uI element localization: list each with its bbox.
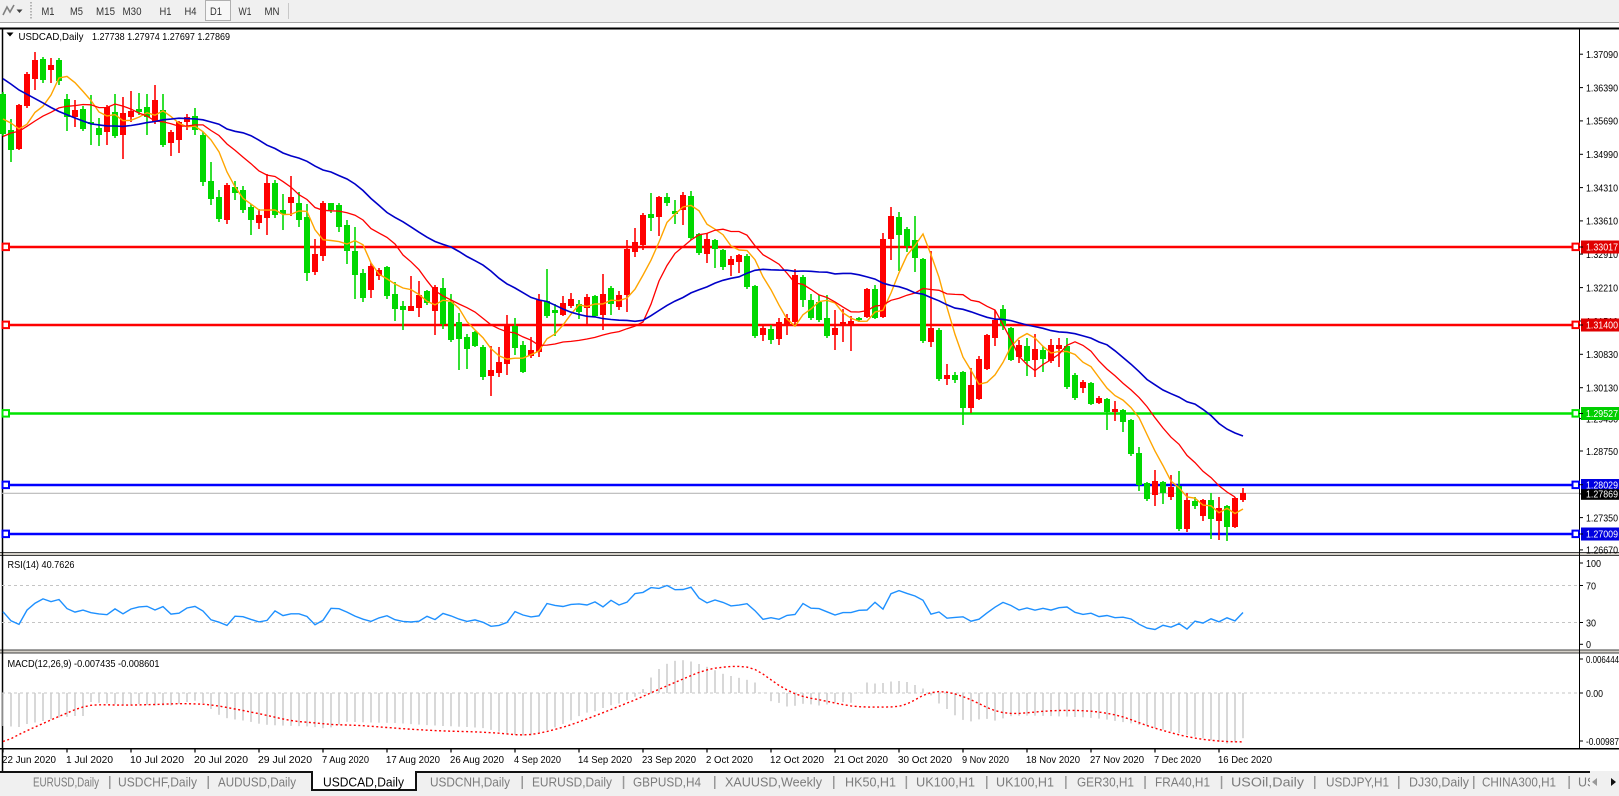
svg-text:14 Sep 2020: 14 Sep 2020 — [578, 754, 632, 766]
svg-text:16 Dec 2020: 16 Dec 2020 — [1218, 754, 1272, 766]
svg-text:1.34990: 1.34990 — [1586, 149, 1618, 161]
svg-text:70: 70 — [1586, 580, 1596, 592]
svg-text:0.006444: 0.006444 — [1586, 654, 1619, 666]
svg-text:CHINA300,H1: CHINA300,H1 — [1482, 776, 1556, 790]
svg-text:4 Sep 2020: 4 Sep 2020 — [514, 754, 561, 766]
svg-text:1.32210: 1.32210 — [1586, 282, 1618, 294]
svg-text:M30: M30 — [123, 6, 142, 18]
svg-text:USDJPY,H1: USDJPY,H1 — [1326, 776, 1389, 790]
svg-text:30 Oct 2020: 30 Oct 2020 — [898, 754, 952, 766]
svg-text:1.26670: 1.26670 — [1586, 545, 1618, 557]
svg-text:M1: M1 — [42, 6, 55, 18]
svg-text:UK100,H1: UK100,H1 — [996, 776, 1054, 790]
svg-text:EURUSD,Daily: EURUSD,Daily — [532, 776, 613, 790]
svg-text:12 Oct 2020: 12 Oct 2020 — [770, 754, 824, 766]
svg-text:W1: W1 — [239, 6, 252, 18]
svg-text:1.36390: 1.36390 — [1586, 82, 1618, 94]
svg-text:10 Jul 2020: 10 Jul 2020 — [130, 754, 184, 766]
svg-text:D1: D1 — [210, 6, 222, 18]
svg-text:0: 0 — [1586, 639, 1591, 651]
svg-text:1.30130: 1.30130 — [1586, 383, 1618, 395]
svg-text:21 Oct 2020: 21 Oct 2020 — [834, 754, 888, 766]
svg-text:M15: M15 — [96, 6, 115, 18]
svg-text:1.27738 1.27974 1.27697 1.2786: 1.27738 1.27974 1.27697 1.27869 — [92, 31, 230, 43]
svg-text:AUDUSD,Daily: AUDUSD,Daily — [218, 776, 297, 790]
svg-text:1.35690: 1.35690 — [1586, 116, 1618, 128]
svg-text:DJ30,Daily: DJ30,Daily — [1409, 776, 1470, 790]
svg-text:1.30830: 1.30830 — [1586, 349, 1618, 361]
svg-text:1.37090: 1.37090 — [1586, 49, 1618, 61]
svg-text:1.27869: 1.27869 — [1586, 489, 1618, 501]
svg-text:GER30,H1: GER30,H1 — [1077, 776, 1134, 790]
svg-text:1.33017: 1.33017 — [1586, 242, 1618, 254]
svg-text:2 Oct 2020: 2 Oct 2020 — [706, 754, 753, 766]
svg-text:22 Jun 2020: 22 Jun 2020 — [2, 754, 56, 766]
svg-text:FRA40,H1: FRA40,H1 — [1155, 776, 1210, 790]
svg-text:30: 30 — [1586, 617, 1596, 629]
svg-text:9 Nov 2020: 9 Nov 2020 — [962, 754, 1009, 766]
svg-text:1.34310: 1.34310 — [1586, 182, 1618, 194]
svg-text:1.28029: 1.28029 — [1586, 479, 1618, 491]
svg-text:MACD(12,26,9) -0.007435 -0.008: MACD(12,26,9) -0.007435 -0.008601 — [8, 658, 160, 670]
svg-text:7 Dec 2020: 7 Dec 2020 — [1154, 754, 1201, 766]
svg-text:H1: H1 — [160, 6, 172, 18]
svg-text:USDCAD,Daily: USDCAD,Daily — [19, 31, 85, 43]
svg-text:MN: MN — [265, 6, 280, 18]
svg-text:1 Jul 2020: 1 Jul 2020 — [66, 754, 113, 766]
svg-text:XAUUSD,Weekly: XAUUSD,Weekly — [725, 776, 823, 790]
svg-text:-0.00987: -0.00987 — [1586, 736, 1619, 748]
svg-text:EURUSD,Daily: EURUSD,Daily — [33, 776, 100, 790]
svg-text:1.27350: 1.27350 — [1586, 512, 1618, 524]
svg-text:27 Nov 2020: 27 Nov 2020 — [1090, 754, 1144, 766]
svg-text:1.33610: 1.33610 — [1586, 216, 1618, 228]
svg-text:GBPUSD,H4: GBPUSD,H4 — [633, 776, 701, 790]
svg-text:HK50,H1: HK50,H1 — [845, 776, 896, 790]
svg-text:1.27009: 1.27009 — [1586, 529, 1618, 541]
svg-text:RSI(14) 40.7626: RSI(14) 40.7626 — [8, 559, 75, 571]
svg-text:USOil,Daily: USOil,Daily — [1231, 776, 1305, 790]
svg-text:23 Sep 2020: 23 Sep 2020 — [642, 754, 696, 766]
svg-text:17 Aug 2020: 17 Aug 2020 — [386, 754, 440, 766]
svg-text:H4: H4 — [185, 6, 197, 18]
svg-text:100: 100 — [1586, 558, 1601, 570]
svg-text:1.29527: 1.29527 — [1586, 408, 1618, 420]
svg-text:UK100,H1: UK100,H1 — [916, 776, 975, 790]
svg-text:20 Jul 2020: 20 Jul 2020 — [194, 754, 248, 766]
svg-text:USDCHF,Daily: USDCHF,Daily — [118, 776, 198, 790]
svg-text:1.28750: 1.28750 — [1586, 446, 1618, 458]
svg-text:USDCNH,Daily: USDCNH,Daily — [430, 776, 511, 790]
svg-text:7 Aug 2020: 7 Aug 2020 — [322, 754, 369, 766]
svg-text:0.00: 0.00 — [1586, 688, 1603, 700]
svg-text:M5: M5 — [70, 6, 83, 18]
svg-text:USDCAD,Daily: USDCAD,Daily — [323, 776, 405, 790]
svg-text:29 Jul 2020: 29 Jul 2020 — [258, 754, 312, 766]
svg-text:1.31400: 1.31400 — [1586, 320, 1618, 332]
svg-text:26 Aug 2020: 26 Aug 2020 — [450, 754, 504, 766]
svg-text:18 Nov 2020: 18 Nov 2020 — [1026, 754, 1080, 766]
